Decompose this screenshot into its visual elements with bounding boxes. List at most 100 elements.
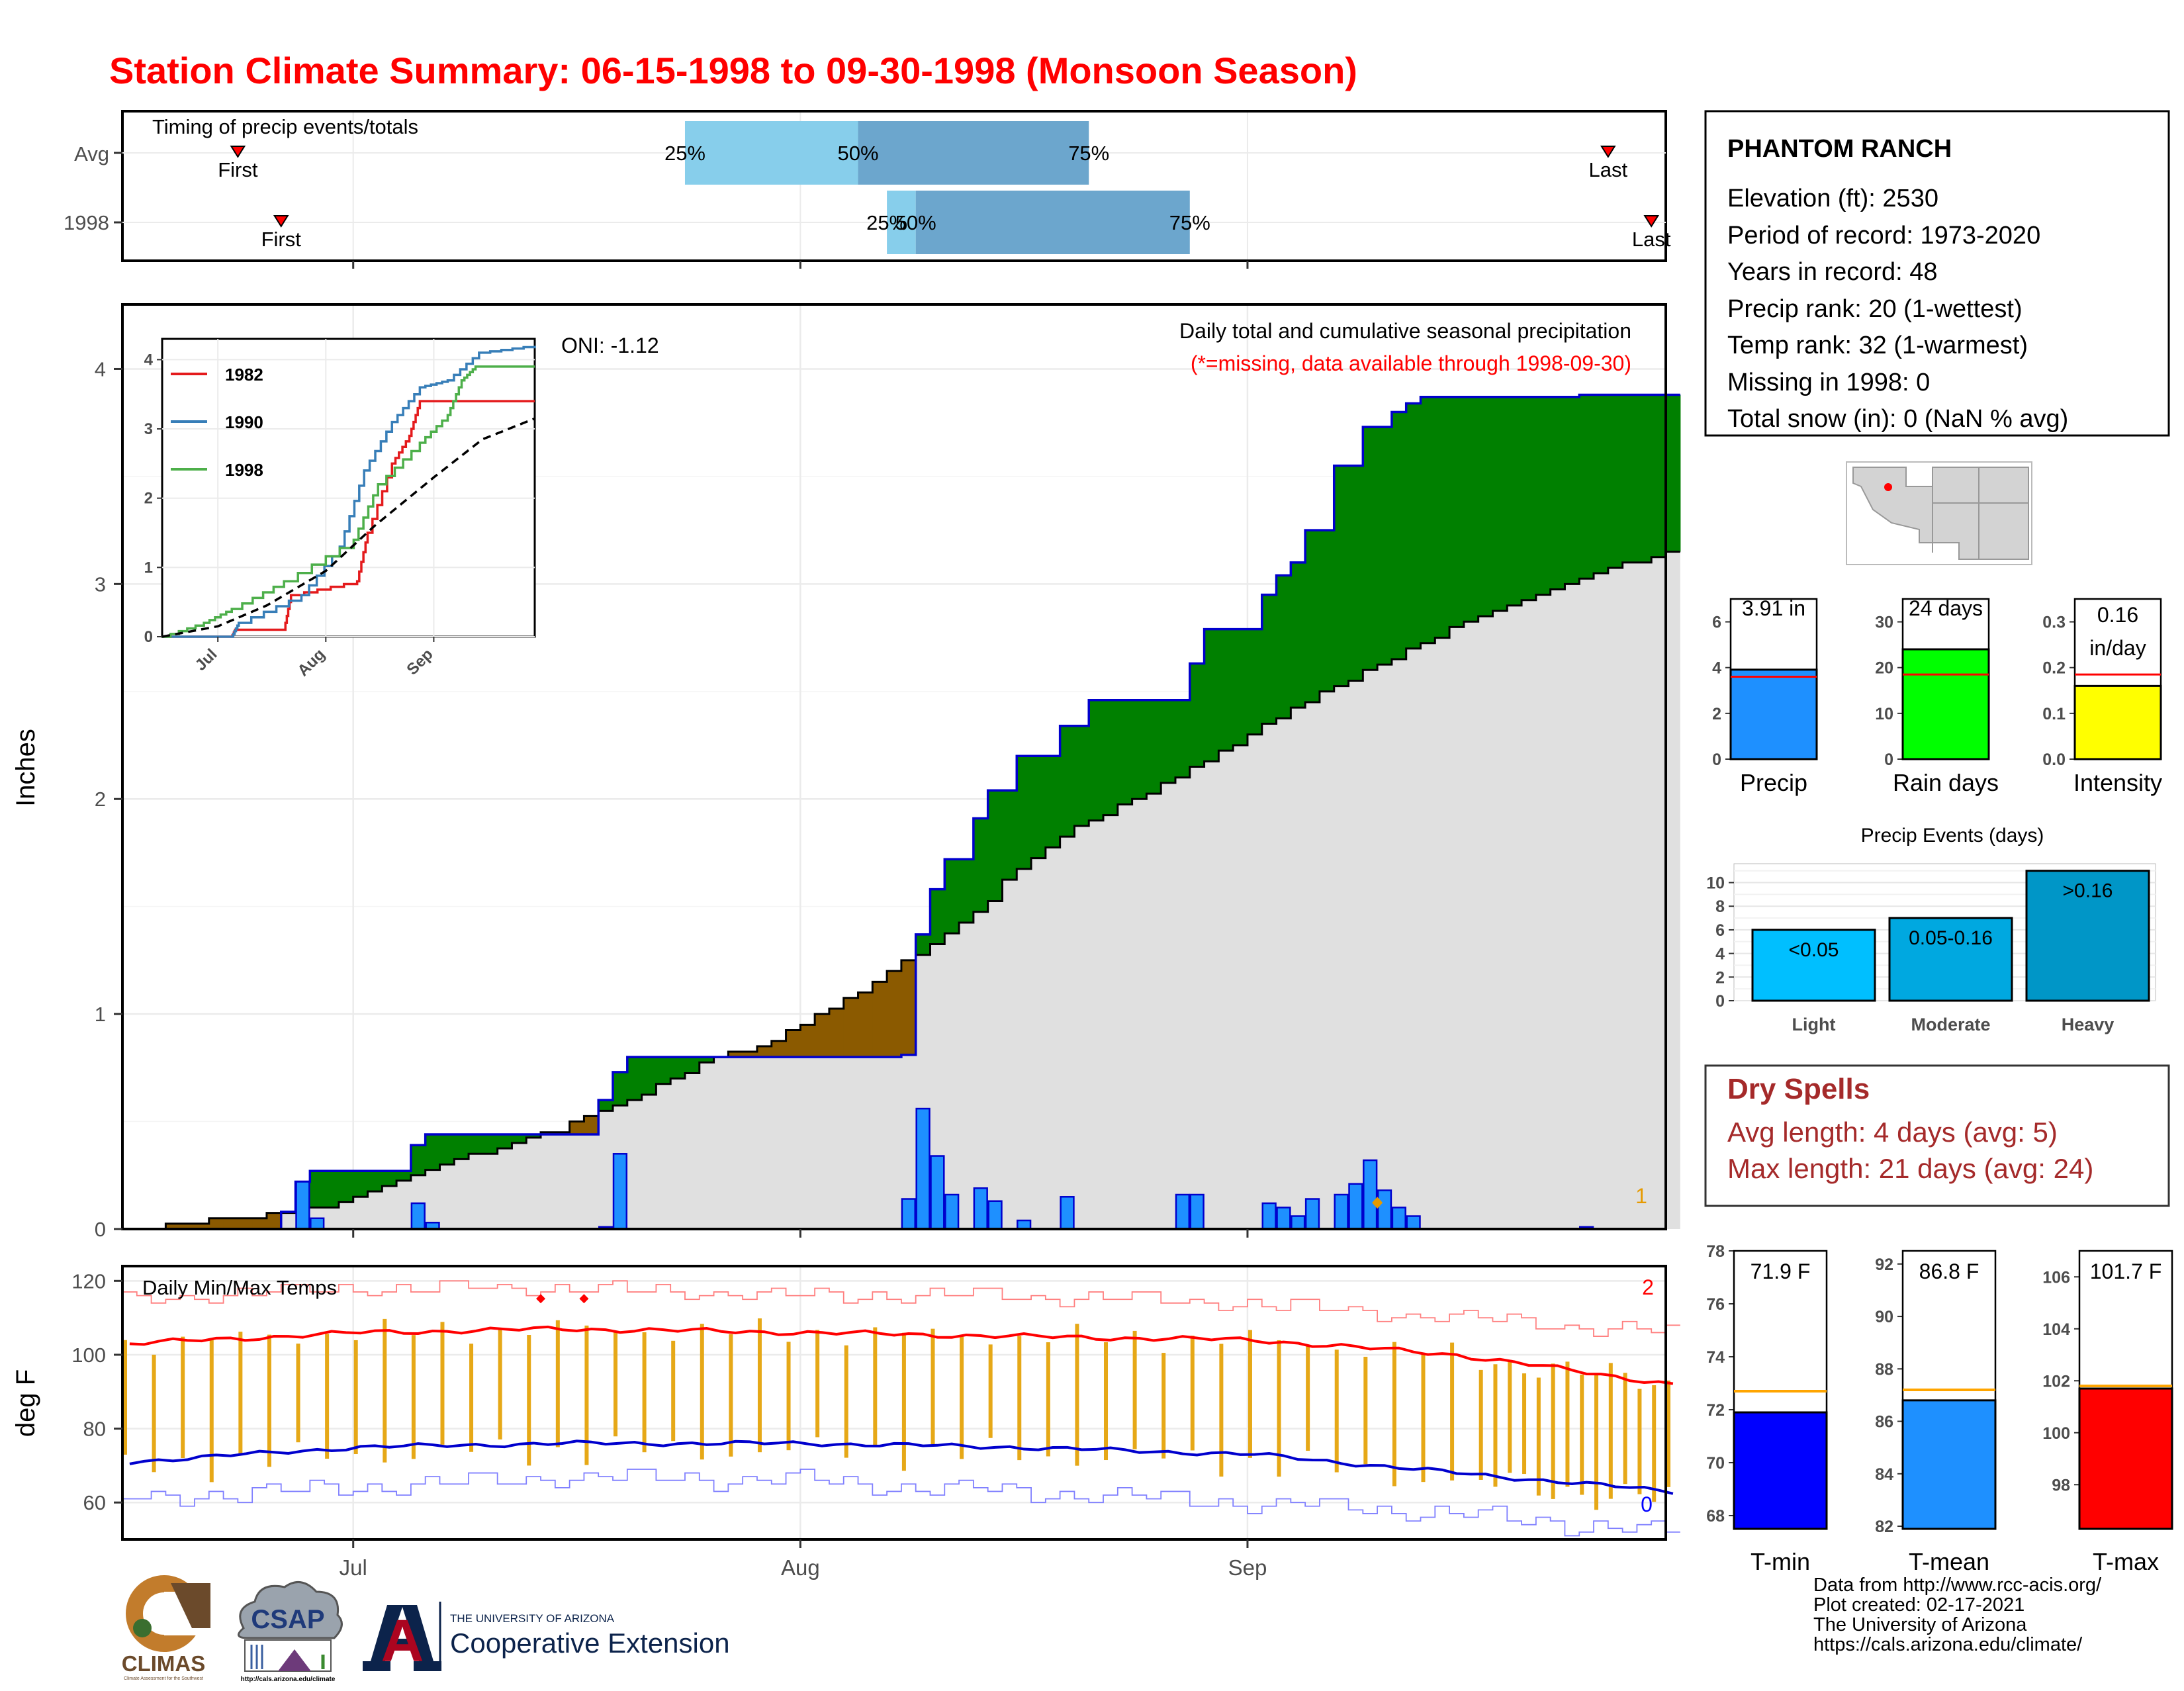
temp-summary-bar-t-min — [1733, 1411, 1828, 1530]
deficit-segment — [194, 1223, 210, 1229]
credit-plot-date: Plot created: 02-17-2021 — [1813, 1594, 2025, 1616]
daily-temp-bar — [411, 1335, 416, 1459]
daily-temp-bar — [1190, 1336, 1195, 1451]
summary-bar-value-label: 24 days — [1909, 596, 1983, 620]
daily-precip-bar — [944, 1193, 960, 1230]
surplus-segment — [670, 1057, 686, 1079]
daily-precip-bar — [1304, 1198, 1320, 1230]
missing-marker — [1372, 1197, 1383, 1209]
summary-bar-name: Precip — [1740, 769, 1807, 796]
timing-label-75: 75% — [1169, 211, 1210, 234]
temp-summary-bars: 68 70 72 74 76 78 71.9 F T-min 82 84 86 88 90 92 86.8 … — [1706, 1242, 2173, 1575]
daily-temp-bar — [1306, 1346, 1310, 1451]
surplus-segment — [1550, 396, 1566, 590]
average-min-line — [129, 1440, 1674, 1495]
summary-bars: 0 2 4 6 3.91 in Precip 0 10 20 30 24 days Rain days… — [1712, 596, 2162, 796]
ua-line-2: Cooperative Extension — [450, 1627, 730, 1659]
station-line-missing: Missing in 1998: 0 — [1727, 369, 1930, 396]
station-line-snow: Total snow (in): 0 (NaN % avg) — [1727, 405, 2068, 433]
surplus-segment — [944, 859, 960, 934]
timing-panel: Timing of precip events/totals Avg 1998 … — [64, 110, 1671, 269]
surplus-segment — [1594, 394, 1609, 574]
daily-precip-bar — [1363, 1159, 1378, 1230]
daily-temp-bar — [931, 1328, 935, 1445]
daily-temp-bar — [1652, 1385, 1657, 1502]
daily-temp-bar — [1046, 1342, 1050, 1457]
daily-precip-bar — [1276, 1207, 1291, 1230]
daily-temp-bar — [873, 1327, 878, 1447]
daily-temp-bar — [815, 1330, 820, 1438]
timing-label-first: First — [218, 158, 258, 181]
deficit-segment — [728, 1051, 743, 1058]
surplus-segment — [1651, 394, 1666, 557]
daily-temp-bar — [296, 1344, 300, 1443]
surplus-segment — [1319, 530, 1335, 692]
events-y-tick-label: 0 — [1715, 992, 1725, 1011]
daily-precip-bar — [295, 1181, 310, 1230]
timing-bar-q1 — [684, 121, 858, 185]
inset-legend-1998: 1998 — [225, 460, 263, 480]
surplus-segment — [439, 1134, 455, 1165]
daily-precip-bar — [1060, 1196, 1075, 1230]
surplus-segment — [1507, 396, 1522, 606]
daily-temp-bar — [469, 1344, 474, 1452]
inset-legend-1982: 1982 — [225, 365, 263, 385]
daily-temp-bar — [181, 1336, 185, 1459]
surplus-segment — [410, 1145, 426, 1175]
surplus-segment — [1666, 394, 1681, 552]
surplus-segment — [1117, 700, 1133, 805]
surplus-segment — [1622, 394, 1638, 563]
inset-series-line — [162, 345, 536, 638]
deficit-segment — [208, 1218, 224, 1229]
surplus-segment — [1522, 396, 1537, 600]
surplus-segment — [1565, 396, 1580, 584]
events-bar-label: 0.05-0.16 — [1909, 927, 1993, 949]
summary-bar-intensity — [2073, 684, 2162, 760]
inset-series-line — [162, 365, 535, 638]
record-max-line — [122, 1280, 1680, 1337]
temp-count-high: 2 — [1642, 1275, 1654, 1299]
temp-count-low: 0 — [1641, 1492, 1653, 1516]
daily-precip-bar — [1334, 1193, 1349, 1230]
daily-precip-bar — [901, 1198, 916, 1230]
surplus-segment — [1420, 396, 1435, 643]
temp-summary-y-tick-label: 100 — [2042, 1424, 2070, 1443]
surplus-segment — [1406, 403, 1422, 649]
surplus-segment — [1103, 700, 1118, 815]
daily-temp-bar — [555, 1320, 560, 1447]
inset-y-tick-label: 3 — [144, 420, 153, 438]
credit-data-source: Data from http://www.rcc-acis.org/ — [1813, 1575, 2102, 1596]
station-name: PHANTOM RANCH — [1727, 135, 1952, 163]
surplus-segment — [930, 889, 945, 944]
surplus-segment — [1363, 427, 1378, 670]
surplus-segment — [598, 1100, 614, 1111]
summary-bar-value-label: 3.91 in — [1742, 596, 1805, 620]
timing-label-last: Last — [1632, 228, 1671, 251]
inset-average-line — [161, 417, 535, 638]
deficit-segment — [743, 1051, 758, 1058]
daily-temp-bar — [1334, 1349, 1339, 1473]
daily-temp-bar — [614, 1330, 618, 1437]
events-bar-label: >0.16 — [2063, 880, 2113, 902]
daily-temp-bar — [1075, 1324, 1079, 1466]
daily-temp-bar — [1666, 1380, 1670, 1487]
inset-legend-1990: 1990 — [225, 412, 263, 432]
surplus-segment — [1391, 412, 1407, 660]
daily-temp-bar — [642, 1332, 647, 1453]
daily-precip-bar — [1291, 1215, 1306, 1230]
climas-subtitle: Climate Assessment for the Southwest — [124, 1676, 203, 1681]
summary-y-tick-label: 10 — [1875, 705, 1893, 723]
temp-summary-y-tick-label: 76 — [1706, 1295, 1725, 1314]
footer-logos: CLIMAS Climate Assessment for the Southw… — [122, 1575, 730, 1683]
temp-summary-y-tick-label: 74 — [1706, 1348, 1725, 1367]
surplus-segment — [1348, 465, 1363, 681]
summary-y-tick-label: 20 — [1875, 659, 1893, 678]
temp-summary-y-tick-label: 104 — [2042, 1320, 2070, 1339]
timing-row-label-avg: Avg — [74, 142, 109, 165]
daily-temp-bar — [1161, 1353, 1166, 1459]
summary-y-tick-label: 0 — [1712, 751, 1721, 769]
deficit-segment — [238, 1218, 253, 1229]
temp-summary-y-tick-label: 102 — [2042, 1372, 2070, 1391]
precip-annotation-missing: (*=missing, data available through 1998-… — [1191, 351, 1631, 375]
